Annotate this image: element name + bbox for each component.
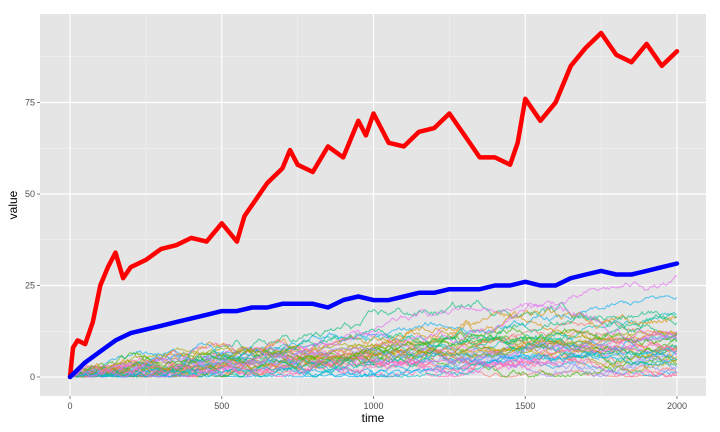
- x-tick-label: 0: [67, 401, 72, 411]
- y-tick-label: 25: [25, 281, 35, 291]
- y-tick-label: 0: [30, 372, 35, 382]
- background-series-group: [69, 274, 678, 379]
- x-tick-label: 500: [214, 401, 229, 411]
- highlighted-series-group: [67, 30, 680, 380]
- y-tick-label: 50: [25, 189, 35, 199]
- background-series-line: [69, 336, 678, 377]
- background-series-line: [70, 351, 678, 378]
- y-axis-title: value: [6, 190, 20, 219]
- x-axis-title: time: [362, 411, 385, 425]
- x-tick-label: 2000: [667, 401, 687, 411]
- x-tick-label: 1500: [515, 401, 535, 411]
- x-tick-label: 1000: [363, 401, 383, 411]
- background-series-line: [69, 348, 678, 378]
- y-axis-ticks: 0 25 50 75: [25, 98, 40, 382]
- background-series-line: [69, 356, 678, 378]
- y-tick-label: 75: [25, 98, 35, 108]
- background-series-line: [69, 302, 678, 378]
- red-series-line: [67, 30, 680, 380]
- blue-series-line: [67, 261, 680, 380]
- x-axis-ticks: 0 500 1000 1500 2000: [67, 396, 687, 411]
